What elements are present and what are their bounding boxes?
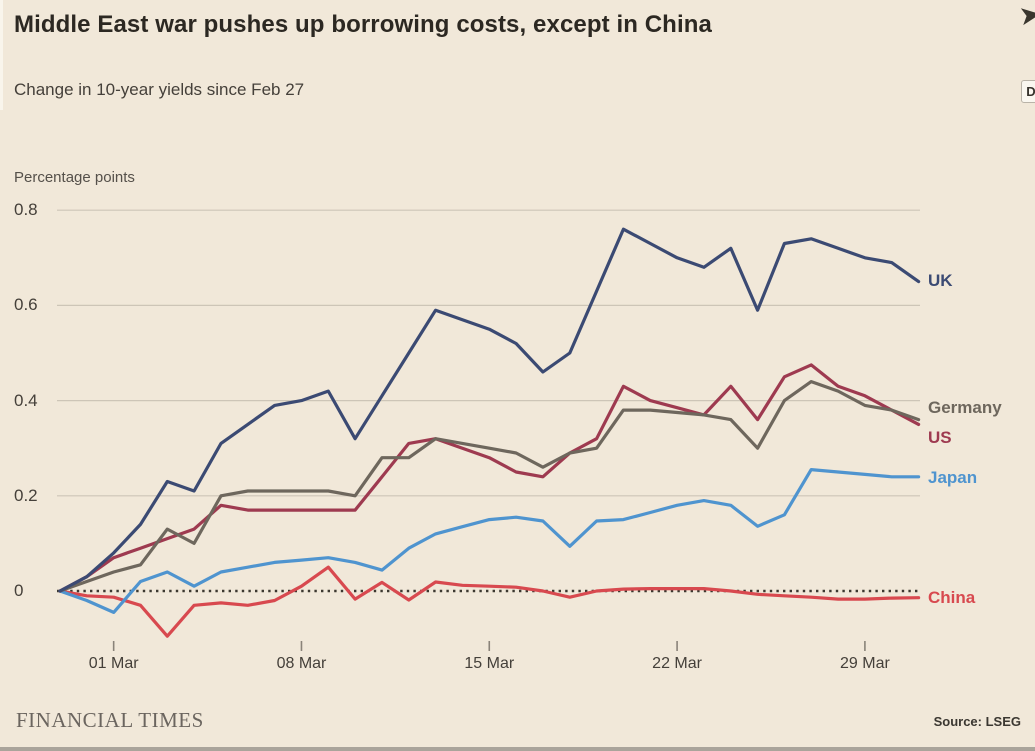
d-badge-icon[interactable]: D (1021, 80, 1035, 103)
chart-title: Middle East war pushes up borrowing cost… (14, 11, 712, 38)
y-tick-label-0: 0 (14, 581, 24, 600)
series-label-japan: Japan (928, 468, 978, 487)
x-tick-label-15 Mar: 15 Mar (464, 655, 515, 672)
series-line-japan (58, 468, 921, 615)
series-line-china (58, 565, 921, 638)
series-label-germany: Germany (928, 398, 1002, 417)
source-note: Source: LSEG (933, 714, 1021, 729)
financial-times-logo: FINANCIAL TIMES (16, 708, 204, 732)
y-tick-label-0.2: 0.2 (14, 485, 38, 505)
series-label-china: China (928, 588, 976, 607)
x-tick-label-01 Mar: 01 Mar (88, 655, 139, 672)
y-axis-title: Percentage points (14, 169, 135, 186)
series-label-uk: UK (928, 271, 953, 290)
y-tick-label-0.8: 0.8 (14, 200, 38, 220)
series-line-uk (58, 227, 921, 593)
series-line-germany (58, 380, 921, 593)
y-tick-label-0.4: 0.4 (14, 390, 38, 410)
x-tick-label-08 Mar: 08 Mar (276, 655, 327, 672)
video-edge-strip (0, 747, 1035, 751)
x-tick-label-29 Mar: 29 Mar (839, 655, 890, 672)
chart-subtitle: Change in 10-year yields since Feb 27 (14, 80, 305, 99)
y-tick-label-0.6: 0.6 (14, 295, 38, 315)
series-line-us (58, 363, 921, 593)
series-label-us: US (928, 428, 952, 447)
x-tick-label-22 Mar: 22 Mar (652, 655, 702, 672)
screen-edge-artifact (0, 0, 3, 110)
